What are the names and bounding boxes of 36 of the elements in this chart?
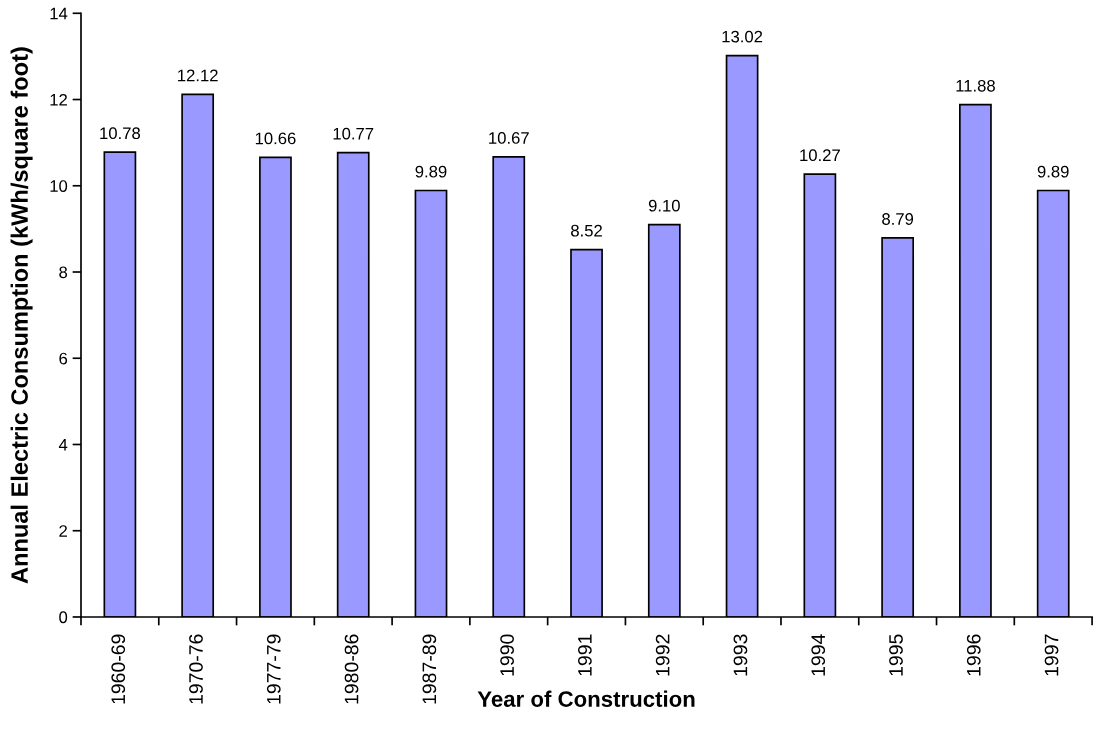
- y-tick-label: 10: [50, 180, 68, 192]
- x-tick-label: 1970-76: [189, 634, 203, 704]
- y-tick-label: 8: [59, 266, 68, 279]
- x-tick-label: 1990: [500, 634, 514, 676]
- data-label: 10.77: [333, 127, 374, 140]
- x-tick-label: 1996: [966, 634, 981, 676]
- y-tick-label: 12: [50, 93, 67, 106]
- x-tick-label: 1960-69: [111, 634, 126, 704]
- data-label: 12.12: [178, 69, 218, 82]
- y-tick-label: 2: [59, 525, 67, 537]
- x-tick-label: 1991: [577, 634, 592, 676]
- data-label: 8.52: [571, 224, 602, 237]
- data-label: 10.67: [489, 132, 529, 144]
- data-label: 8.79: [882, 213, 914, 225]
- x-tick-label: 1992: [655, 634, 670, 676]
- data-label: 9.89: [1037, 165, 1069, 178]
- x-axis-title: Year of Construction: [477, 690, 695, 707]
- y-tick-label: 14: [50, 7, 68, 20]
- y-axis-title: Annual Electric Consumption (kWh/square foot): [10, 47, 33, 584]
- data-label: 11.88: [956, 79, 995, 92]
- data-label: 13.02: [722, 30, 763, 43]
- data-label: 9.89: [415, 165, 447, 178]
- x-tick-label: 1977-79: [266, 634, 281, 704]
- x-tick-label: 1995: [889, 634, 903, 676]
- x-tick-label: 1987-89: [422, 634, 437, 704]
- data-label: 10.66: [255, 132, 296, 145]
- x-tick-label: 1993: [733, 634, 748, 676]
- x-tick-label: 1994: [811, 634, 826, 676]
- x-tick-label: 1980-86: [344, 634, 359, 704]
- data-label: 10.27: [800, 149, 840, 162]
- y-tick-label: 4: [58, 439, 68, 451]
- x-tick-label: 1997: [1044, 634, 1059, 676]
- data-label: 10.78: [100, 127, 141, 140]
- y-tick-label: 6: [59, 352, 68, 365]
- y-tick-label: 0: [59, 611, 68, 624]
- data-label: 9.10: [648, 199, 680, 212]
